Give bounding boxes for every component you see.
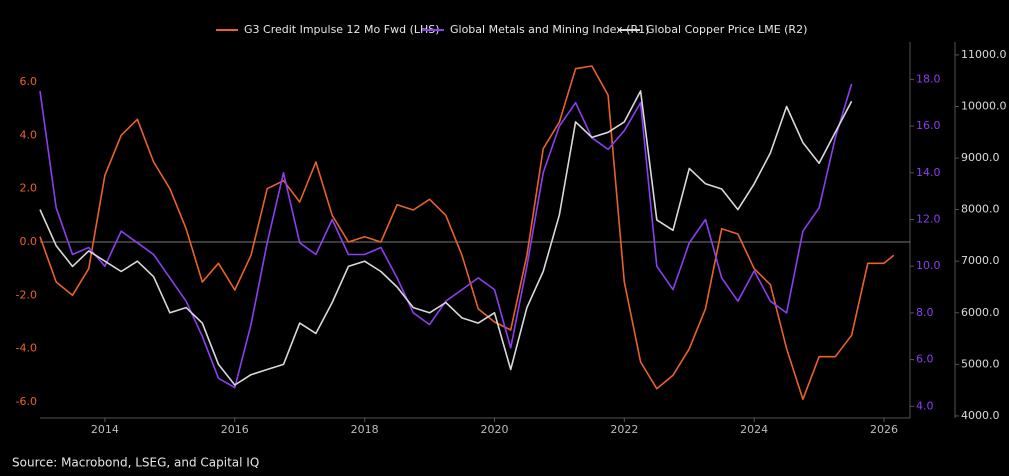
legend-label: G3 Credit Impulse 12 Mo Fwd (LHS) [244, 23, 440, 36]
series-line [39, 83, 853, 389]
y3-tick-label: 11000.0 [961, 48, 1007, 61]
y3-tick-label: 7000.0 [961, 254, 1000, 267]
x-tick-label: 2018 [351, 423, 379, 436]
y-tick-label: -4.0 [16, 342, 37, 355]
y3-tick-label: 10000.0 [961, 99, 1007, 112]
y2-tick-label: 10.0 [916, 259, 941, 272]
y3-tick-label: 4000.0 [961, 409, 1000, 422]
y2-tick-label: 16.0 [916, 119, 941, 132]
y3-tick-label: 5000.0 [961, 357, 1000, 370]
x-tick-label: 2014 [91, 423, 119, 436]
y2-tick-label: 18.0 [916, 72, 941, 85]
y-tick-label: 2.0 [20, 182, 38, 195]
y-tick-label: 6.0 [20, 75, 38, 88]
series-line [39, 65, 895, 401]
x-tick-label: 2026 [870, 423, 898, 436]
x-tick-label: 2022 [610, 423, 638, 436]
y-tick-label: 0.0 [20, 235, 38, 248]
y3-tick-label: 6000.0 [961, 306, 1000, 319]
source: Source: Macrobond, LSEG, and Capital IQ [12, 456, 259, 470]
legend-label: Global Metals and Mining Index (R1) [450, 23, 649, 36]
y-tick-label: -2.0 [16, 288, 37, 301]
y2-tick-label: 6.0 [916, 353, 934, 366]
y-tick-label: 4.0 [20, 128, 38, 141]
x-tick-label: 2016 [221, 423, 249, 436]
y2-tick-label: 12.0 [916, 212, 941, 225]
series-line [39, 90, 853, 386]
y3-tick-label: 9000.0 [961, 151, 1000, 164]
y-tick-label: -6.0 [16, 395, 37, 408]
x-tick-label: 2020 [480, 423, 508, 436]
y2-tick-label: 8.0 [916, 306, 934, 319]
y3-tick-label: 8000.0 [961, 203, 1000, 216]
x-tick-label: 2024 [740, 423, 768, 436]
y2-tick-label: 4.0 [916, 399, 934, 412]
y2-tick-label: 14.0 [916, 166, 941, 179]
legend-label: Global Copper Price LME (R2) [646, 23, 807, 36]
